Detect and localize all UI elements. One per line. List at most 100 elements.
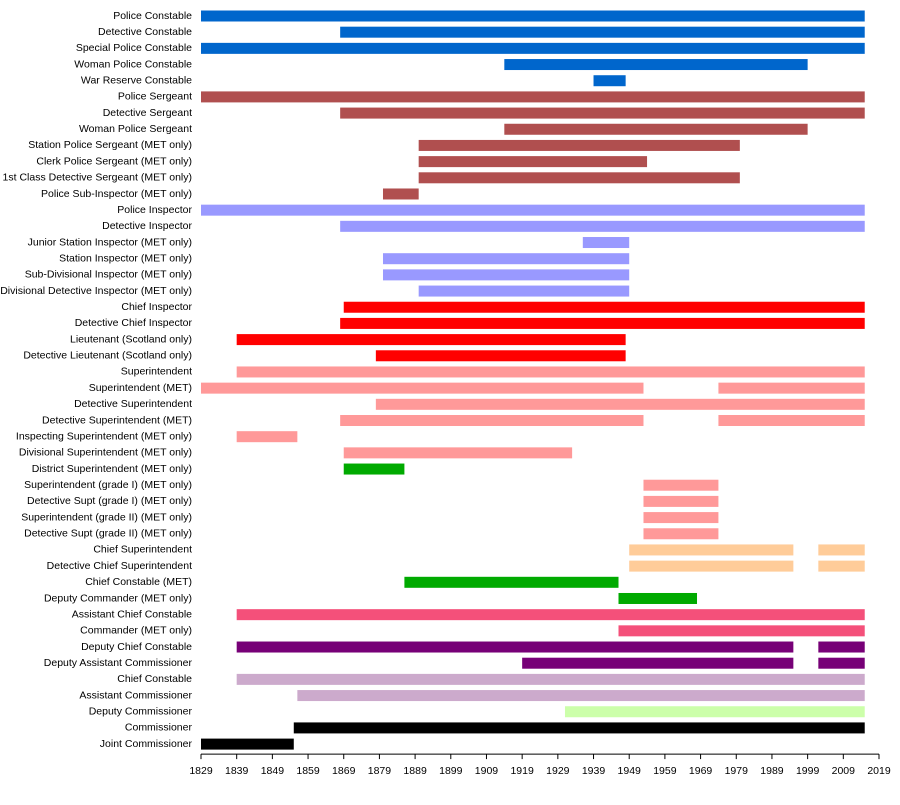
- x-tick-label: 1849: [261, 765, 285, 777]
- bar: [340, 220, 865, 232]
- bar: [643, 495, 719, 507]
- row-label: Station Police Sergeant (MET only): [28, 139, 192, 151]
- row-label: Assistant Chief Constable: [72, 608, 192, 620]
- row-label: Deputy Commissioner: [89, 706, 193, 718]
- row-label: Detective Lieutenant (Scotland only): [23, 350, 192, 362]
- row-label: Police Constable: [113, 10, 192, 22]
- row-label: Assistant Commissioner: [79, 689, 192, 701]
- row-label: Detective Superintendent (MET): [42, 414, 192, 426]
- row-label: Detective Supt (grade I) (MET only): [27, 495, 192, 507]
- row-label: Special Police Constable: [76, 42, 192, 54]
- row-label: Superintendent (grade I) (MET only): [24, 479, 192, 491]
- x-tick-label: 1889: [403, 765, 427, 777]
- row-label: Sub-Divisional Inspector (MET only): [25, 269, 192, 281]
- bar: [404, 576, 619, 588]
- x-tick-label: 1929: [546, 765, 570, 777]
- bar: [418, 139, 740, 151]
- bar: [618, 592, 698, 604]
- bar: [236, 673, 865, 685]
- x-tick-label: 1859: [296, 765, 320, 777]
- bar: [643, 528, 719, 540]
- bar: [629, 544, 794, 556]
- bar: [718, 382, 865, 394]
- row-label: Divisional Superintendent (MET only): [19, 447, 192, 459]
- bar: [504, 59, 808, 71]
- row-label: Detective Supt (grade II) (MET only): [24, 528, 192, 540]
- bar: [297, 690, 865, 702]
- row-label: Lieutenant (Scotland only): [70, 333, 192, 345]
- bar: [201, 91, 865, 103]
- bar: [618, 625, 865, 637]
- x-tick-label: 1969: [689, 765, 713, 777]
- bar: [236, 641, 794, 653]
- bar: [593, 75, 626, 87]
- row-label: Deputy Commander (MET only): [44, 592, 192, 604]
- bar: [382, 269, 630, 281]
- bar: [643, 512, 719, 524]
- row-label: Woman Police Constable: [74, 58, 192, 70]
- bar: [236, 609, 865, 621]
- bar: [818, 657, 865, 669]
- row-label: Joint Commissioner: [100, 738, 193, 750]
- row-label: 1st Class Detective Sergeant (MET only): [3, 172, 192, 184]
- bar: [818, 641, 865, 653]
- x-tick-label: 1899: [439, 765, 463, 777]
- bar: [818, 560, 865, 572]
- bar: [201, 10, 865, 22]
- bar: [343, 301, 865, 313]
- bar: [201, 42, 865, 54]
- row-label: Commissioner: [125, 722, 193, 734]
- row-label: Detective Chief Inspector: [75, 317, 193, 329]
- x-tick-label: 1919: [510, 765, 534, 777]
- bar: [343, 447, 573, 459]
- bar: [629, 560, 794, 572]
- row-label: District Superintendent (MET only): [32, 463, 192, 475]
- bar: [340, 26, 865, 38]
- x-tick-label: 2009: [832, 765, 856, 777]
- bar: [375, 398, 865, 410]
- row-label: Detective Sergeant: [103, 107, 192, 119]
- row-label: Station Inspector (MET only): [59, 252, 192, 264]
- x-tick-label: 1879: [368, 765, 392, 777]
- row-label: Police Inspector: [117, 204, 192, 216]
- bar: [343, 463, 405, 475]
- row-label: Deputy Chief Constable: [81, 641, 192, 653]
- bar: [236, 334, 626, 346]
- x-tick-label: 1839: [225, 765, 249, 777]
- row-label: Commander (MET only): [80, 625, 192, 637]
- row-label: Woman Police Sergeant: [79, 123, 192, 135]
- bar: [418, 156, 648, 168]
- row-label: Clerk Police Sergeant (MET only): [36, 155, 192, 167]
- row-label: Junior Station Inspector (MET only): [28, 236, 192, 248]
- bar: [236, 366, 865, 378]
- bar: [293, 722, 865, 734]
- bar: [564, 706, 865, 718]
- bar: [522, 657, 794, 669]
- x-tick-label: 1949: [618, 765, 642, 777]
- row-label: War Reserve Constable: [81, 75, 192, 87]
- x-tick-label: 1989: [760, 765, 784, 777]
- x-tick-label: 1939: [582, 765, 606, 777]
- row-label: Divisional Detective Inspector (MET only…: [0, 285, 192, 297]
- row-label: Superintendent (MET): [89, 382, 192, 394]
- row-label: Deputy Assistant Commissioner: [44, 657, 193, 669]
- row-label: Police Sub-Inspector (MET only): [41, 188, 192, 200]
- bar: [504, 123, 808, 135]
- bar: [643, 479, 719, 491]
- x-tick-label: 2019: [867, 765, 891, 777]
- row-label: Detective Inspector: [102, 220, 192, 232]
- bar: [236, 431, 298, 443]
- row-label: Police Sergeant: [118, 91, 192, 103]
- x-tick-label: 1959: [653, 765, 677, 777]
- bar: [201, 738, 294, 750]
- row-label: Inspecting Superintendent (MET only): [16, 430, 192, 442]
- bar: [418, 285, 630, 297]
- bar: [582, 237, 630, 249]
- x-tick-label: 1979: [725, 765, 749, 777]
- row-label: Detective Superintendent: [74, 398, 192, 410]
- bar: [818, 544, 865, 556]
- bar: [340, 317, 865, 329]
- bar: [340, 415, 644, 426]
- bar: [375, 350, 626, 362]
